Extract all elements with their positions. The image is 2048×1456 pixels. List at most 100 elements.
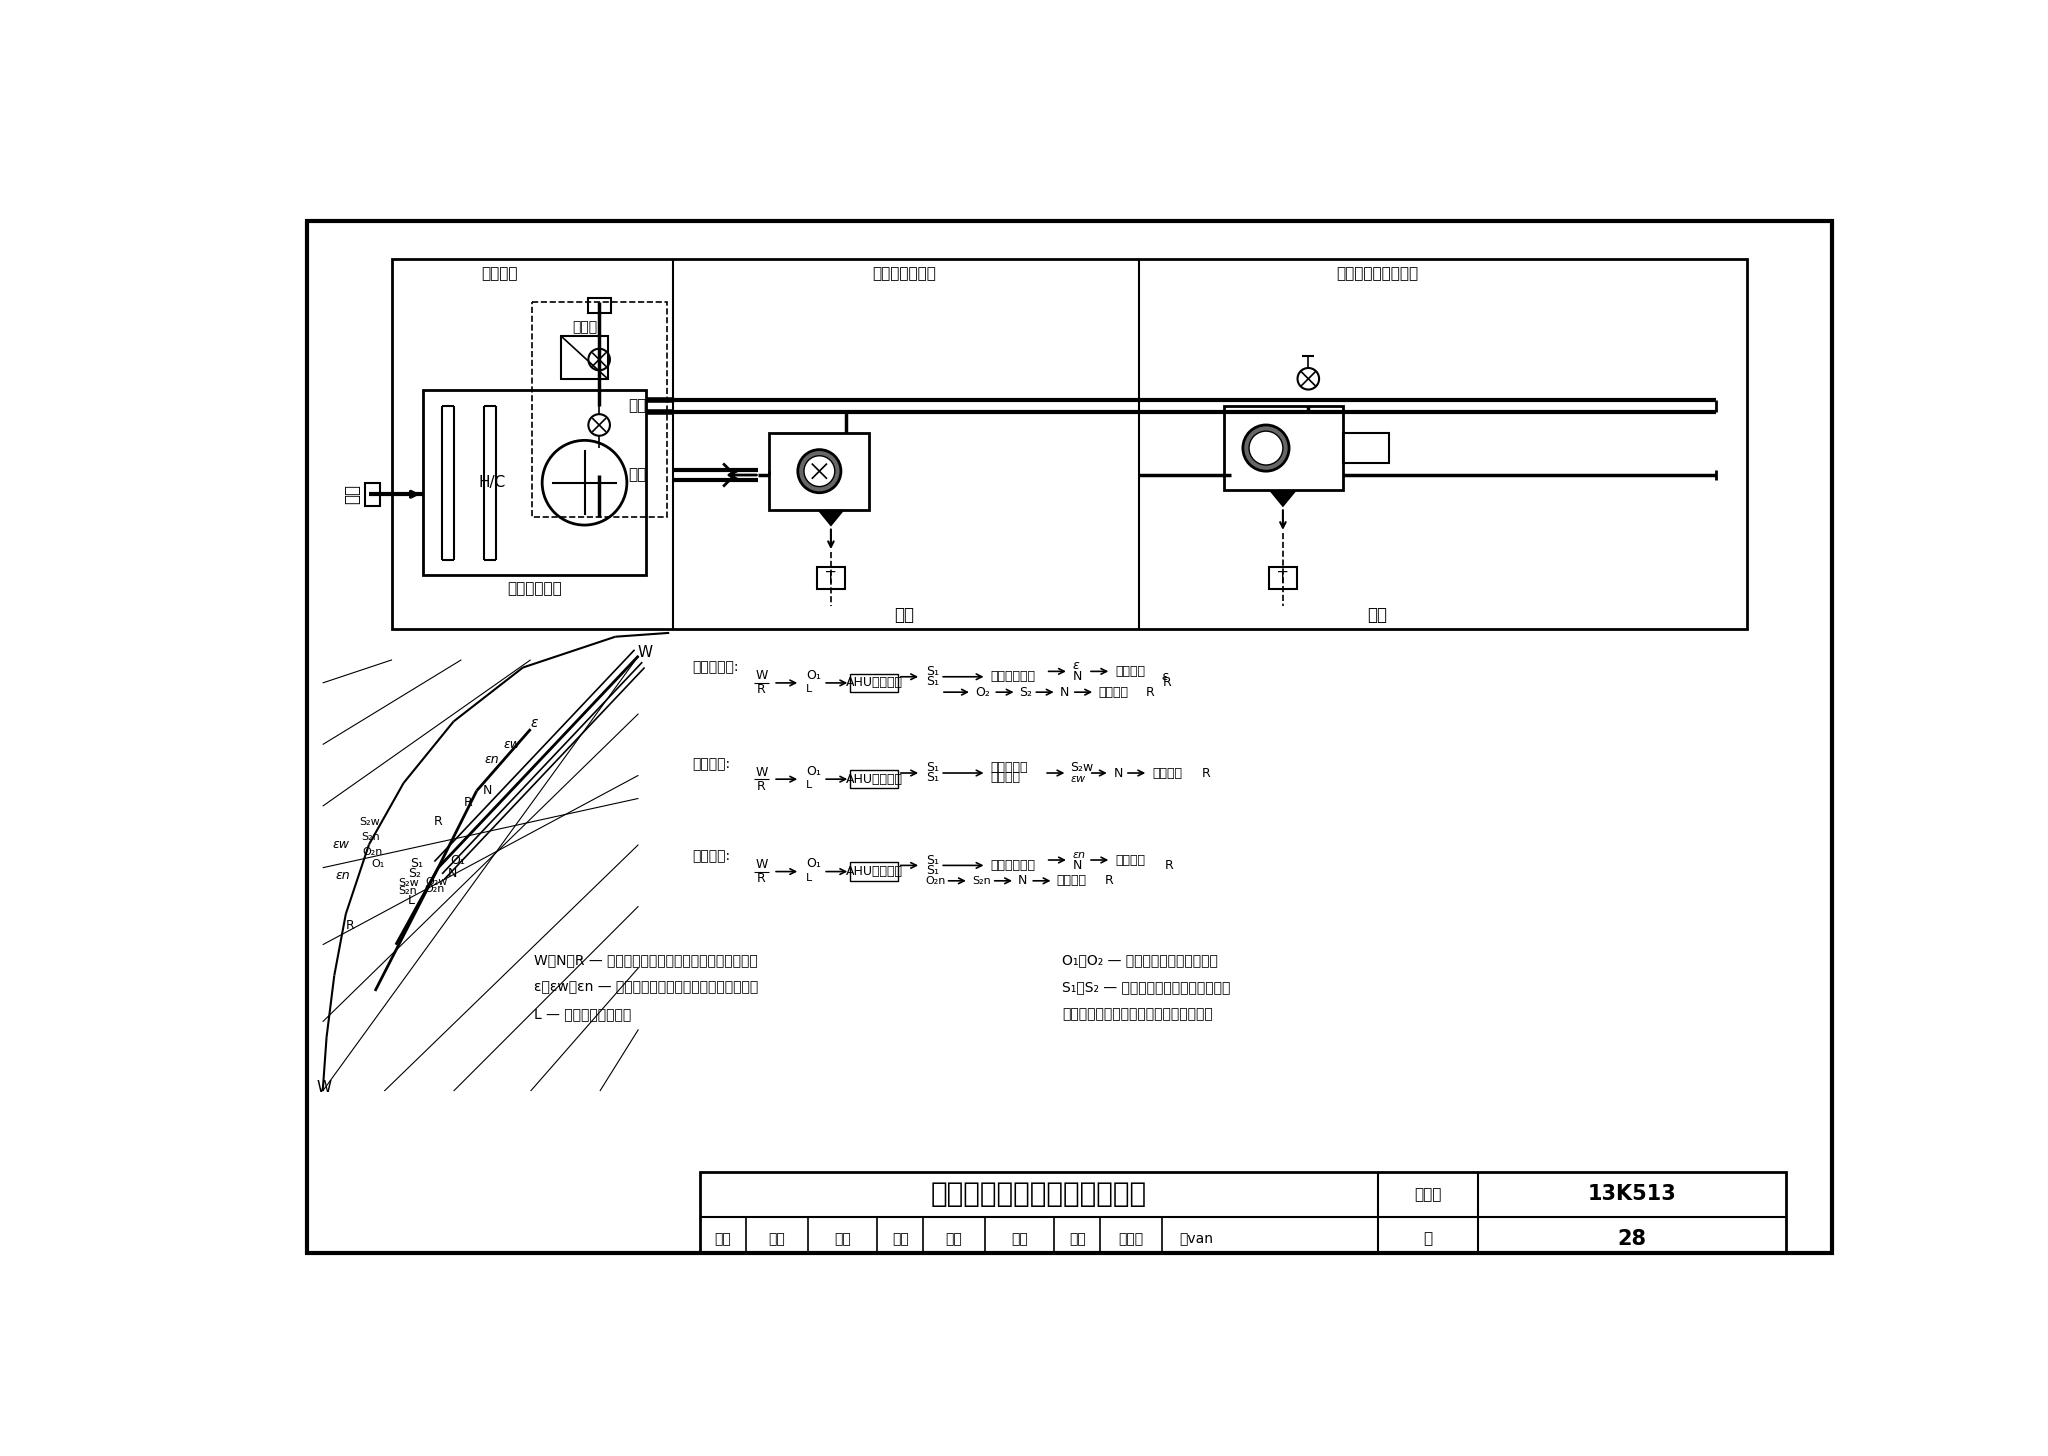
Text: S₁: S₁	[926, 772, 938, 785]
Text: 新风: 新风	[342, 485, 360, 504]
Bar	[850, 674, 897, 692]
Text: 末端风机温升: 末端风机温升	[991, 859, 1036, 872]
Text: 照明温升: 照明温升	[1098, 686, 1128, 699]
Text: 风机温升: 风机温升	[991, 772, 1020, 785]
Polygon shape	[817, 510, 844, 527]
Text: 末端加热及: 末端加热及	[991, 761, 1028, 775]
Text: 校对: 校对	[891, 1232, 909, 1246]
Text: N: N	[1059, 686, 1069, 699]
Text: S₁: S₁	[926, 863, 938, 877]
Text: S₂n: S₂n	[397, 885, 416, 895]
Text: 夏季内外区:: 夏季内外区:	[692, 661, 739, 674]
Text: O₂: O₂	[975, 686, 991, 699]
Text: S₁、S₂ — 一次风、二次风送风状态点。: S₁、S₂ — 一次风、二次风送风状态点。	[1063, 980, 1231, 994]
Text: O₁: O₁	[807, 668, 821, 681]
Text: R: R	[1202, 766, 1210, 779]
Bar	[850, 770, 897, 788]
Text: εn: εn	[336, 869, 350, 882]
Bar	[365, 483, 381, 505]
Text: O₁、O₂ — 一次风、二次风混合点；: O₁、O₂ — 一次风、二次风混合点；	[1063, 954, 1219, 967]
Bar	[422, 390, 645, 575]
Text: O₂n: O₂n	[926, 877, 946, 885]
Text: S₁: S₁	[926, 676, 938, 687]
Text: ε: ε	[1161, 670, 1167, 683]
Text: O₁: O₁	[807, 764, 821, 778]
Text: 照明温升: 照明温升	[1057, 874, 1087, 887]
Text: S₁: S₁	[926, 853, 938, 866]
Text: AHU风机温升: AHU风机温升	[846, 865, 903, 878]
Text: 冬季外区:: 冬季外区:	[692, 757, 731, 770]
Text: W: W	[756, 766, 768, 779]
Circle shape	[1243, 425, 1288, 472]
Bar	[817, 568, 844, 590]
Text: AHU风机温升: AHU风机温升	[846, 677, 903, 690]
Text: 页: 页	[1423, 1232, 1432, 1246]
Text: O₁: O₁	[371, 859, 385, 869]
Text: O₁: O₁	[807, 858, 821, 871]
Circle shape	[1249, 431, 1282, 464]
Text: 末端风机温升: 末端风机温升	[991, 670, 1036, 683]
Text: 吴玲红: 吴玲红	[1118, 1232, 1143, 1246]
Text: AHU风机温升: AHU风机温升	[846, 773, 903, 786]
Text: W: W	[756, 670, 768, 683]
Text: 陆函: 陆函	[1012, 1232, 1028, 1246]
Text: ε: ε	[530, 716, 539, 729]
Text: 送风: 送风	[629, 399, 645, 414]
Text: R: R	[758, 872, 766, 885]
Bar	[588, 298, 610, 313]
Text: W、N、R — 室外状态点、室内状态点、回风状态点；: W、N、R — 室外状态点、室内状态点、回风状态点；	[535, 954, 758, 967]
Text: S₂w: S₂w	[360, 817, 381, 827]
Text: S₁: S₁	[410, 858, 422, 871]
Text: T: T	[825, 571, 836, 585]
Circle shape	[799, 450, 842, 492]
Text: O₂w: O₂w	[426, 877, 449, 887]
Text: 陆む: 陆む	[834, 1232, 850, 1246]
Bar	[561, 336, 608, 379]
Text: 变频器: 变频器	[571, 320, 598, 335]
Text: N: N	[1073, 670, 1081, 683]
Text: S₂: S₂	[408, 868, 422, 881]
Text: O₂n: O₂n	[362, 847, 383, 858]
Text: R: R	[1145, 686, 1155, 699]
Text: W: W	[756, 858, 768, 871]
Polygon shape	[1270, 491, 1296, 507]
Text: 串联式风机动力型系统原理图: 串联式风机动力型系统原理图	[930, 1181, 1147, 1208]
Text: 杨光: 杨光	[768, 1232, 784, 1246]
Text: R: R	[1165, 859, 1174, 872]
Text: 吴van: 吴van	[1180, 1232, 1214, 1246]
Text: 审核: 审核	[715, 1232, 731, 1246]
Bar	[391, 259, 1747, 629]
Text: O₂n: O₂n	[424, 884, 444, 894]
Text: H/C: H/C	[479, 475, 506, 491]
Bar	[1343, 432, 1389, 463]
Text: εn: εn	[1073, 850, 1085, 859]
Text: N: N	[1114, 766, 1122, 779]
Text: N: N	[483, 785, 492, 798]
Text: L: L	[807, 780, 813, 791]
Text: 外区串联式异热末端: 外区串联式异热末端	[1337, 266, 1419, 281]
Bar	[850, 862, 897, 881]
Text: L: L	[408, 894, 416, 907]
Text: 28: 28	[1618, 1229, 1647, 1249]
Text: εn: εn	[485, 753, 500, 766]
Text: 空气处理机组: 空气处理机组	[508, 581, 561, 597]
Text: 回风: 回风	[629, 467, 645, 482]
Text: R: R	[758, 683, 766, 696]
Bar	[1270, 568, 1296, 590]
Text: S₁: S₁	[926, 665, 938, 678]
Text: L: L	[807, 684, 813, 695]
Text: 内区: 内区	[895, 606, 913, 625]
Text: N: N	[1073, 859, 1081, 872]
Text: L: L	[807, 872, 813, 882]
Text: S₁: S₁	[926, 761, 938, 775]
Text: 设计: 设计	[1069, 1232, 1085, 1246]
Text: W: W	[637, 645, 651, 660]
Text: R: R	[1163, 677, 1171, 690]
Bar	[532, 301, 668, 517]
Bar	[700, 1172, 1786, 1252]
Text: S₂n: S₂n	[973, 877, 991, 885]
Text: 图集号: 图集号	[1413, 1187, 1442, 1201]
Text: R: R	[434, 815, 442, 828]
Text: S₂n: S₂n	[362, 831, 381, 842]
Text: 外区: 外区	[1368, 606, 1389, 625]
